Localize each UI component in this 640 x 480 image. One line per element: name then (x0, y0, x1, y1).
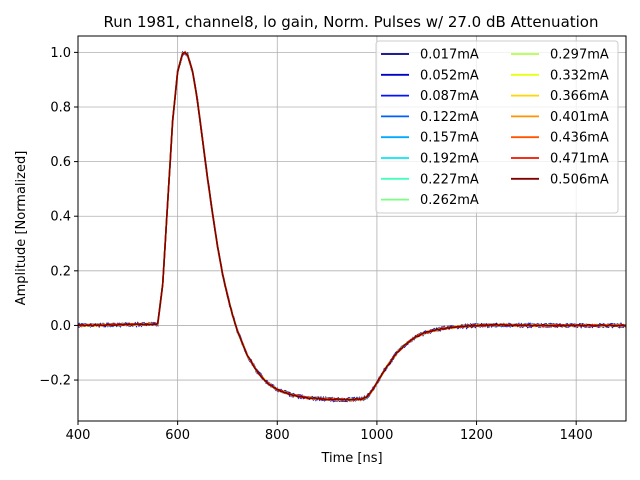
plot-area (78, 50, 626, 403)
y-tick-label: 0.6 (50, 155, 71, 170)
chart-title: Run 1981, channel8, lo gain, Norm. Pulse… (103, 13, 598, 31)
x-tick-label: 1400 (560, 428, 593, 443)
legend-entry: 0.017mA (420, 48, 479, 63)
legend-entry: 0.401mA (550, 110, 609, 125)
x-tick-label: 400 (66, 428, 91, 443)
legend-entry: 0.192mA (420, 152, 479, 167)
legend-entry: 0.087mA (420, 89, 479, 104)
y-tick-label: 0.0 (50, 319, 71, 334)
x-tick-label: 800 (265, 428, 290, 443)
y-tick-label: 0.4 (50, 210, 71, 225)
series-line-0.506mA (78, 51, 626, 402)
legend-entry: 0.366mA (550, 89, 609, 104)
legend-entry: 0.262mA (420, 193, 479, 208)
legend-entry: 0.332mA (550, 68, 609, 83)
x-tick-label: 1000 (360, 428, 393, 443)
legend-entry: 0.297mA (550, 48, 609, 63)
plot-frame (77, 35, 627, 422)
legend: 0.017mA 0.052mA 0.087mA 0.122mA 0.157mA 0.192… (375, 40, 619, 214)
y-tick-label: −0.2 (39, 374, 71, 389)
x-tick-label: 1200 (460, 428, 493, 443)
y-tick-label: 1.0 (50, 46, 71, 61)
y-tick-label: 0.8 (50, 100, 71, 115)
x-axis-label: Time [ns] (320, 451, 382, 466)
x-tick-label: 600 (165, 428, 190, 443)
legend-box (375, 40, 619, 214)
legend-entry: 0.052mA (420, 68, 479, 83)
y-axis-label: Amplitude [Normalized] (14, 151, 29, 306)
legend-entry: 0.436mA (550, 131, 609, 146)
legend-entry: 0.227mA (420, 172, 479, 187)
y-axis: −0.2 0.0 0.2 0.4 0.6 0.8 1.0 (39, 46, 78, 389)
legend-entry: 0.506mA (550, 172, 609, 187)
x-axis: 400 600 800 1000 1200 1400 (66, 421, 593, 443)
legend-entry: 0.122mA (420, 110, 479, 125)
y-tick-label: 0.2 (50, 264, 71, 279)
legend-entry: 0.157mA (420, 131, 479, 146)
legend-entry: 0.471mA (550, 152, 609, 167)
